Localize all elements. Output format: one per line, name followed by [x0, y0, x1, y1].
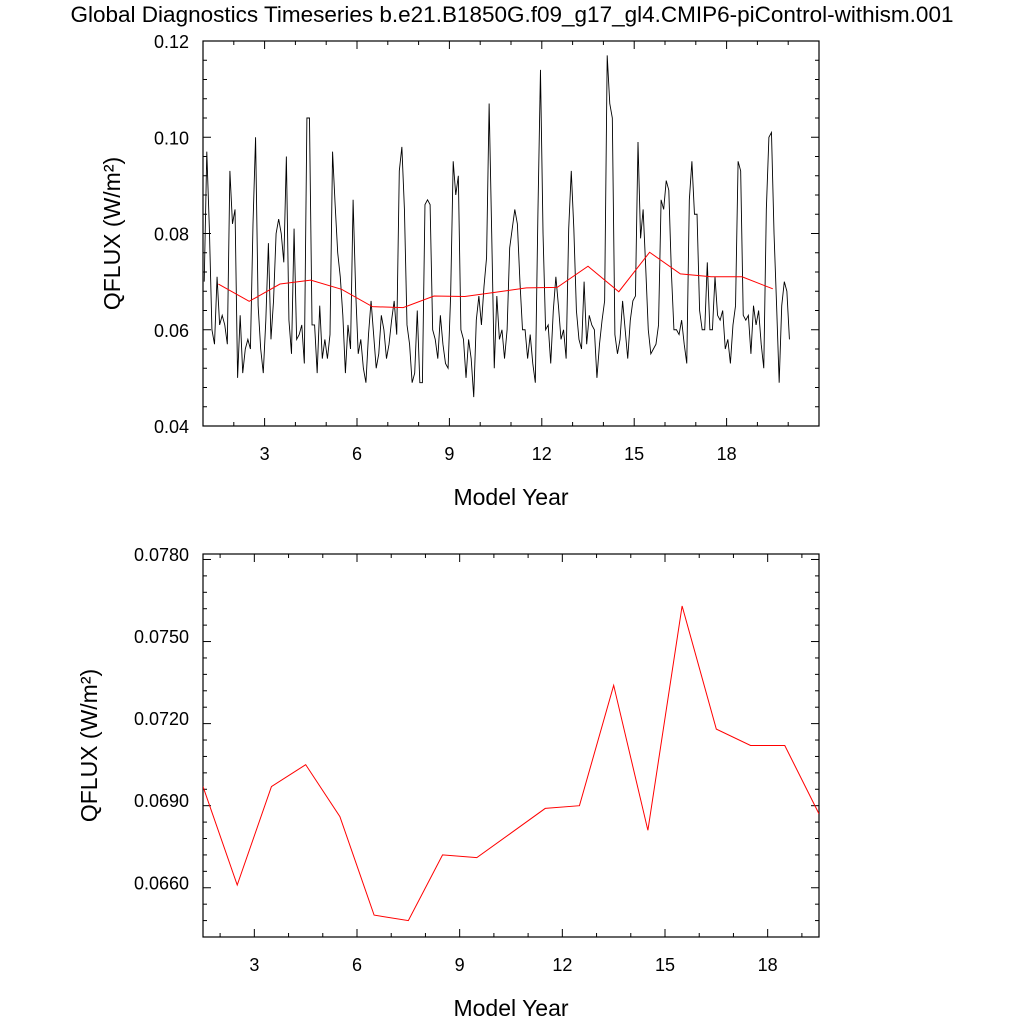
x-tick-label: 12: [532, 444, 552, 464]
bottom-plot: 3 6 9 12 15 18 0.0660 0.0690 0.0720 0.0750 0.0780 M…: [76, 545, 820, 1021]
plot-frame: [202, 40, 820, 427]
monthly-series-line: [203, 55, 790, 398]
y-axis-label: QFLUX (W/m²): [76, 669, 102, 822]
x-tick-label: 18: [758, 955, 778, 975]
x-tick-label: 18: [717, 444, 737, 464]
x-tick-label: 3: [249, 955, 259, 975]
y-tick-label: 0.04: [154, 417, 189, 437]
y-tick-label: 0.10: [154, 128, 189, 148]
y-tick-label: 0.0780: [134, 545, 189, 565]
top-plot: 3 6 9 12 15 18 0.04 0.06 0.08 0.10 0.12 Model Year Q…: [99, 32, 820, 510]
x-axis-label: Model Year: [453, 995, 568, 1021]
x-tick-label: 6: [352, 955, 362, 975]
y-tick-label: 0.0750: [134, 627, 189, 647]
y-tick-label: 0.0720: [134, 709, 189, 729]
y-tick-label: 0.12: [154, 32, 189, 52]
x-tick-label: 6: [352, 444, 362, 464]
x-tick-label: 3: [260, 444, 270, 464]
x-tick-label: 9: [444, 444, 454, 464]
y-axis-label: QFLUX (W/m²): [99, 157, 125, 310]
y-tick-label: 0.0690: [134, 791, 189, 811]
x-tick-label: 12: [552, 955, 572, 975]
y-tick-label: 0.06: [154, 321, 189, 341]
x-tick-label: 15: [624, 444, 644, 464]
x-tick-label: 9: [455, 955, 465, 975]
annual-mean-series-line: [203, 605, 819, 922]
y-tick-label: 0.0660: [134, 873, 189, 893]
page-title: Global Diagnostics Timeseries b.e21.B185…: [70, 2, 954, 27]
annual-mean-series-line: [218, 251, 773, 309]
x-axis-label: Model Year: [453, 484, 568, 510]
y-tick-label: 0.08: [154, 225, 189, 245]
x-tick-label: 15: [655, 955, 675, 975]
plot-frame: [202, 553, 820, 938]
